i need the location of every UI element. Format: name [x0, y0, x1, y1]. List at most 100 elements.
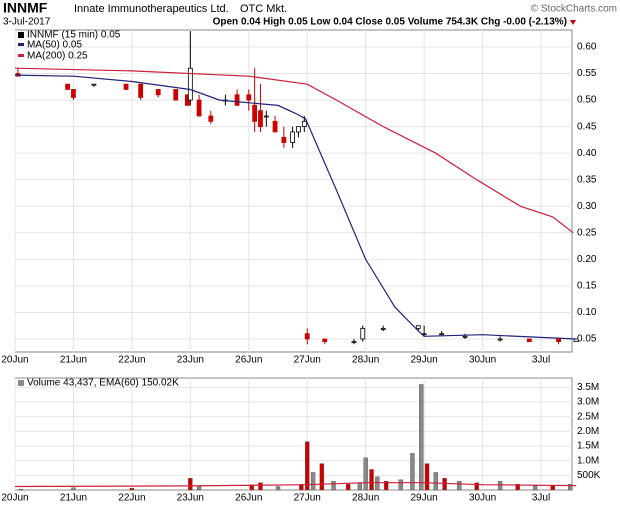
plot-frame — [14, 29, 573, 353]
candle-body — [246, 94, 252, 101]
y-tick-label: 0.15 — [577, 281, 597, 292]
volume-bar — [442, 478, 447, 491]
x-tick-label: 20Jun — [1, 493, 28, 504]
symbol: INNMF — [3, 0, 48, 16]
volume-bar — [398, 479, 403, 491]
volume-bar — [497, 481, 503, 491]
volume-bar — [71, 487, 76, 491]
x-tick-label: 21Jun — [60, 493, 87, 504]
copyright: © StockCharts.com — [531, 4, 617, 15]
y-tick-label: 0.55 — [577, 68, 597, 79]
legend-swatch — [18, 43, 24, 46]
candle-body — [252, 104, 258, 122]
x-tick-label: 23Jun — [177, 493, 204, 504]
volume-bar — [305, 441, 310, 491]
y-tick-label: 3.0M — [577, 397, 599, 408]
legend-label: MA(50) 0.05 — [27, 40, 82, 51]
x-tick-label: 3Jul — [532, 355, 550, 366]
quote: Open 0.04 High 0.05 Low 0.04 Close 0.05 … — [213, 17, 567, 28]
candle-body — [415, 325, 421, 329]
candle-body — [526, 338, 532, 343]
volume-bar — [319, 463, 325, 491]
legend-swatch — [18, 32, 24, 38]
x-tick-label: 22Jun — [118, 355, 145, 366]
candle-body — [272, 120, 278, 133]
candle-body — [296, 126, 301, 133]
x-tick-label: 29Jun — [411, 493, 438, 504]
volume-bar — [568, 483, 573, 491]
volume-bar — [550, 485, 555, 491]
candle-body — [462, 335, 468, 338]
candle-body — [208, 115, 214, 122]
y-tick-label: 0.10 — [577, 307, 597, 318]
volume-bar — [363, 457, 368, 491]
candle-body — [301, 120, 307, 128]
x-tick-label: 28Jun — [352, 355, 379, 366]
volume-bar — [532, 485, 538, 491]
x-tick-label: 27Jun — [294, 493, 321, 504]
legend-swatch — [18, 380, 24, 386]
line-series — [14, 67, 574, 234]
candle-body — [439, 333, 445, 336]
volume-bar — [258, 482, 263, 491]
x-tick-label: 30Jun — [469, 493, 496, 504]
candle-body — [234, 94, 240, 106]
y-tick-label: 0.25 — [577, 227, 597, 238]
candle-body — [497, 338, 503, 341]
candle-body — [556, 338, 561, 343]
volume-bar — [299, 483, 304, 491]
candle-body — [263, 115, 269, 118]
market: OTC Mkt. — [240, 3, 287, 15]
volume-bar — [419, 384, 424, 491]
volume-bar — [383, 481, 389, 491]
y-tick-label: 0.30 — [577, 201, 597, 212]
volume-bar — [369, 469, 374, 491]
candle-body — [173, 89, 179, 101]
candle-body — [258, 110, 263, 128]
x-tick-label: 21Jun — [60, 355, 87, 366]
volume-bar — [433, 472, 439, 491]
candle-body — [71, 89, 76, 98]
volume-bar — [331, 481, 336, 491]
x-tick-label: 27Jun — [294, 355, 321, 366]
candle-body — [290, 131, 296, 143]
volume-bar — [18, 489, 24, 491]
y-tick-label: 0.60 — [577, 42, 597, 53]
volume-bar — [129, 488, 135, 491]
volume-bar — [515, 483, 520, 491]
x-tick-label: 28Jun — [352, 493, 379, 504]
volume-bar — [310, 472, 316, 491]
legend-label: INNMF (15 min) 0.05 — [27, 30, 121, 41]
volume-bar — [188, 478, 193, 491]
candle-body — [123, 83, 129, 90]
line-series — [14, 74, 577, 340]
x-tick-label: 29Jun — [411, 355, 438, 366]
y-tick-label: 0.35 — [577, 174, 597, 185]
x-tick-label: 23Jun — [177, 355, 204, 366]
y-tick-label: 3.5M — [577, 382, 599, 393]
x-tick-label: 20Jun — [1, 355, 28, 366]
company: Innate Immunotherapeutics Ltd. — [74, 3, 229, 15]
candle-body — [322, 338, 328, 343]
volume-bar — [275, 486, 281, 491]
y-tick-label: 2.0M — [577, 426, 599, 437]
down-arrow — [570, 20, 576, 25]
legend-swatch — [18, 54, 24, 57]
volume-bar — [410, 453, 415, 491]
volume-bar — [474, 482, 479, 491]
candle-body — [91, 83, 97, 86]
x-tick-label: 22Jun — [118, 493, 145, 504]
y-tick-label: 0.05 — [577, 334, 597, 345]
volume-bar — [357, 482, 363, 491]
candle-body — [360, 327, 366, 340]
x-tick-label: 26Jun — [235, 355, 262, 366]
legend-label: MA(200) 0.25 — [27, 51, 88, 62]
line-series — [14, 482, 577, 488]
candle-body — [380, 327, 386, 330]
plot-frame — [14, 377, 573, 491]
candle-body — [65, 83, 71, 90]
y-tick-label: 500K — [577, 470, 601, 481]
candle-body — [281, 136, 287, 143]
y-tick-label: 1.5M — [577, 441, 599, 452]
